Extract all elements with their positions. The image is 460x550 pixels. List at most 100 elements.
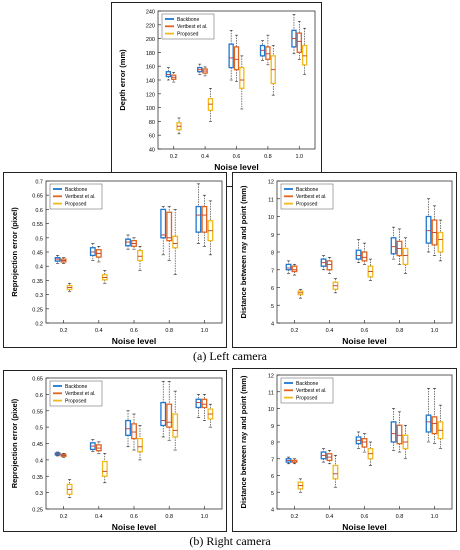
y-tick-label: 0.4 <box>35 265 43 271</box>
box-vertbest-et-al--0.6 <box>131 237 137 250</box>
x-tick-label: 0.8 <box>165 514 173 520</box>
box-body <box>195 205 202 233</box>
box-body <box>166 403 173 428</box>
reprojection-right-chart: 0.25 0.3 0.35 0.4 0.45 0.5 0.55 0.6 0.65 0.2 0.4 0.… <box>10 377 223 532</box>
x-tick-label: 0.2 <box>291 514 299 520</box>
y-tick-label: 80 <box>149 120 155 126</box>
box-vertbest-et-al--0.4 <box>202 66 208 77</box>
x-axis-label: Noise level <box>342 522 386 532</box>
box-vertbest-et-al--0.2 <box>291 264 298 276</box>
box-body <box>361 251 368 262</box>
box-body <box>431 416 438 435</box>
y-tick-label: 40 <box>149 148 155 154</box>
legend-label: Vertbest et al. <box>296 388 327 394</box>
y-axis-label: Distance between ray and point (mm) <box>239 375 248 508</box>
legend-label: Proposed <box>65 201 87 207</box>
y-tick-label: 100 <box>146 106 155 112</box>
box-body <box>125 419 131 436</box>
x-tick-label: 0.2 <box>291 328 299 334</box>
y-tick-label: 0.4 <box>35 458 43 464</box>
y-tick-label: 5 <box>271 491 274 497</box>
box-backbone-0.2 <box>285 260 292 274</box>
y-tick-label: 12 <box>268 180 274 186</box>
y-tick-label: 9 <box>271 424 274 430</box>
box-backbone-0.2 <box>54 255 61 264</box>
reprojection-left-chart: 0.2 0.25 0.3 0.35 0.4 0.45 0.5 0.55 0.6 0.65 0.7 0.… <box>10 180 223 346</box>
box-backbone-0.8 <box>390 226 397 260</box>
legend-label: Vertbest et al. <box>65 391 96 397</box>
y-tick-label: 0.25 <box>32 307 43 313</box>
box-vertbest-et-al--0.8 <box>166 206 173 261</box>
box-vertbest-et-al--0.8 <box>396 411 403 453</box>
y-tick-label: 10 <box>268 407 274 413</box>
box-body <box>396 424 403 445</box>
box-body <box>160 401 167 427</box>
box-body <box>361 438 368 448</box>
box-body <box>355 436 362 445</box>
box-body <box>239 66 245 89</box>
box-vertbest-et-al--0.2 <box>171 72 177 83</box>
box-proposed-0.4 <box>101 270 108 284</box>
box-backbone-0.2 <box>54 451 61 457</box>
box-proposed-0.2 <box>297 288 304 299</box>
depth-error-chart: 40 60 80 100 120 140 160 180 200 220 240 0.2 0.4 0.6 0… <box>118 10 316 172</box>
legend-label: Backbone <box>177 17 199 23</box>
box-body <box>285 458 292 463</box>
y-tick-label: 8 <box>271 251 274 257</box>
y-tick-label: 0.6 <box>35 208 43 214</box>
box-body <box>265 46 271 60</box>
box-proposed-0.6 <box>239 55 245 110</box>
legend-label: Vertbest et al. <box>296 194 327 200</box>
box-proposed-0.2 <box>176 117 182 135</box>
x-axis-label: Noise level <box>214 162 258 172</box>
box-backbone-1.0 <box>425 198 432 253</box>
box-backbone-0.4 <box>89 439 96 452</box>
box-backbone-0.2 <box>165 67 172 81</box>
x-tick-label: 1.0 <box>295 154 303 160</box>
box-body <box>332 281 339 290</box>
box-vertbest-et-al--1.0 <box>201 394 208 421</box>
legend-label: Vertbest et al. <box>65 194 96 200</box>
y-tick-label: 0.55 <box>32 222 43 228</box>
legend-label: Backbone <box>65 384 87 390</box>
box-vertbest-et-al--1.0 <box>431 205 438 256</box>
x-tick-label: 0.8 <box>165 328 173 334</box>
x-tick-label: 1.0 <box>201 514 209 520</box>
y-tick-label: 0.5 <box>35 426 43 432</box>
distance-left-chart: 4 5 6 7 8 9 10 11 12 0.2 0.4 0.6 0.8 1.0 Noise level Di… <box>239 180 453 346</box>
legend-label: Backbone <box>296 187 318 193</box>
distance-right-panel: 4 5 6 7 8 9 10 11 12 0.2 0.4 0.6 0.8 1.0 Noise level Di… <box>232 368 457 532</box>
box-body <box>131 423 137 440</box>
box-body <box>201 205 208 233</box>
box-body <box>402 247 409 266</box>
y-tick-label: 60 <box>149 134 155 140</box>
box-body <box>137 437 143 453</box>
box-backbone-0.8 <box>390 408 397 451</box>
y-tick-label: 0.3 <box>35 491 43 497</box>
depth-error-panel: 40 60 80 100 120 140 160 180 200 220 240 0.2 0.4 0.6 0… <box>111 2 322 187</box>
reprojection-right-panel: 0.25 0.3 0.35 0.4 0.45 0.5 0.55 0.6 0.65 0.2 0.4 0.… <box>3 370 227 532</box>
box-proposed-1.0 <box>301 27 308 75</box>
box-body <box>355 249 362 260</box>
box-proposed-0.8 <box>270 45 276 96</box>
box-body <box>390 237 397 255</box>
x-tick-label: 1.0 <box>431 328 439 334</box>
y-tick-label: 180 <box>146 51 155 57</box>
box-body <box>320 258 327 267</box>
box-vertbest-et-al--0.4 <box>95 246 102 263</box>
y-tick-label: 6 <box>271 286 274 292</box>
box-body <box>390 421 397 443</box>
box-body <box>291 265 298 273</box>
box-body <box>425 215 432 244</box>
x-tick-label: 0.2 <box>60 328 68 334</box>
box-body <box>195 398 202 409</box>
box-backbone-0.8 <box>160 206 167 256</box>
y-tick-label: 0.65 <box>32 377 43 383</box>
box-proposed-0.2 <box>66 479 73 498</box>
y-axis-label: Reprojection error (pixel) <box>10 207 19 297</box>
y-tick-label: 0.3 <box>35 293 43 299</box>
